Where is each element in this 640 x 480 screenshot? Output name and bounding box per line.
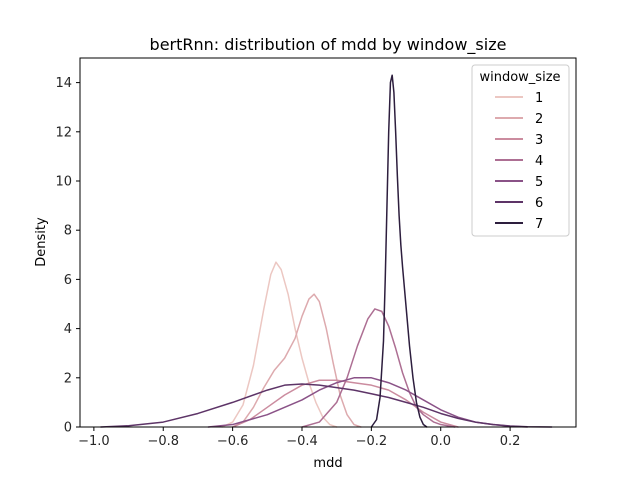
legend-label-5: 5 <box>535 175 543 190</box>
series-line-2 <box>231 293 362 428</box>
legend-label-1: 1 <box>535 91 543 106</box>
y-axis: 0 2 4 6 8 10 12 14 <box>55 76 80 436</box>
x-tick-label: −0.8 <box>147 434 179 449</box>
series-line-4 <box>301 308 456 428</box>
x-axis: −1.0 −0.8 −0.6 −0.4 −0.2 0.0 0.2 <box>78 427 520 449</box>
y-tick-label: 12 <box>55 125 72 140</box>
y-axis-label: Density <box>34 217 49 267</box>
y-tick-label: 2 <box>64 371 72 386</box>
legend-entries: 1 2 3 4 5 6 7 <box>495 91 543 232</box>
y-tick-label: 8 <box>64 224 72 239</box>
series-line-7 <box>370 74 428 428</box>
y-tick-label: 6 <box>64 273 72 288</box>
legend-title: window_size <box>479 70 560 85</box>
x-tick-label: −1.0 <box>78 434 110 449</box>
series-line-1 <box>221 261 338 428</box>
x-axis-label: mdd <box>313 456 342 471</box>
plot-frame <box>79 57 577 428</box>
x-tick-label: −0.4 <box>286 434 318 449</box>
x-tick-label: 0.0 <box>430 434 451 449</box>
legend-box <box>471 64 570 237</box>
y-tick-label: 4 <box>64 322 72 337</box>
legend: window_size 1 2 3 4 5 6 7 <box>471 64 570 237</box>
legend-label-6: 6 <box>535 196 543 211</box>
legend-label-2: 2 <box>535 112 543 127</box>
x-tick-label: 0.2 <box>500 434 521 449</box>
legend-label-3: 3 <box>535 133 543 148</box>
legend-label-7: 7 <box>535 217 543 232</box>
x-tick-label: −0.6 <box>217 434 249 449</box>
y-tick-label: 14 <box>55 76 72 91</box>
series-group <box>100 74 553 428</box>
y-tick-label: 10 <box>55 175 72 190</box>
y-tick-label: 0 <box>64 421 72 436</box>
series-line-6 <box>100 383 553 428</box>
legend-label-4: 4 <box>535 154 543 169</box>
x-tick-label: −0.2 <box>356 434 388 449</box>
chart-title: bertRnn: distribution of mdd by window_s… <box>150 35 507 55</box>
